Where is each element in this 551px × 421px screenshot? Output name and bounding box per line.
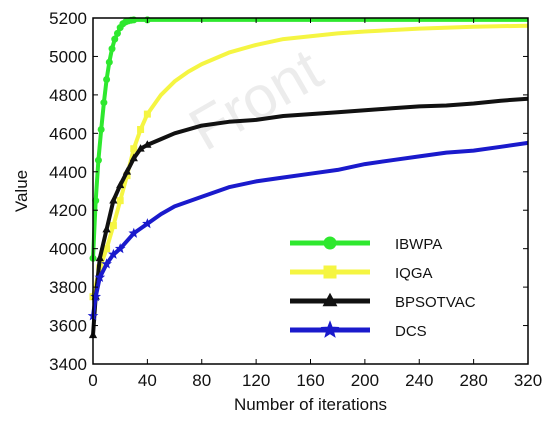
y-tick-label: 4200 bbox=[49, 201, 87, 220]
legend-marker-iqga bbox=[323, 265, 337, 279]
y-axis-ticks: 3400 3600 3800 4000 4200 4400 4600 4800 5000 5200 bbox=[49, 9, 528, 374]
legend-marker-ibwpa bbox=[323, 236, 337, 250]
data-point-ibwpa bbox=[94, 156, 102, 164]
data-point-dcs bbox=[94, 271, 106, 283]
x-tick-label: 200 bbox=[351, 371, 379, 390]
legend-marker-bpsotvac bbox=[322, 292, 338, 307]
legend-marker-dcs bbox=[320, 320, 340, 338]
data-point-iqga bbox=[130, 145, 138, 153]
legend-item-dcs: DCS bbox=[290, 320, 427, 340]
data-point-ibwpa bbox=[113, 29, 121, 37]
x-tick-label: 40 bbox=[138, 371, 157, 390]
y-tick-label: 4000 bbox=[49, 240, 87, 259]
data-point-ibwpa bbox=[108, 45, 116, 53]
data-point-bpsotvac bbox=[102, 224, 111, 233]
legend-label-iqga: IQGA bbox=[395, 265, 433, 282]
y-tick-label: 5200 bbox=[49, 9, 87, 28]
data-point-bpsotvac bbox=[129, 153, 138, 162]
y-tick-label: 4800 bbox=[49, 86, 87, 105]
data-point-ibwpa bbox=[105, 58, 113, 66]
data-point-bpsotvac bbox=[143, 140, 152, 148]
legend-item-bpsotvac: BPSOTVAC bbox=[290, 292, 476, 311]
data-point-bpsotvac bbox=[116, 180, 125, 189]
data-point-dcs bbox=[114, 243, 126, 254]
series-dcs bbox=[87, 140, 529, 321]
x-tick-label: 120 bbox=[242, 371, 270, 390]
y-tick-label: 4400 bbox=[49, 163, 87, 182]
series-line-iqga bbox=[91, 23, 529, 298]
legend-label-dcs: DCS bbox=[395, 323, 427, 340]
series-ibwpa bbox=[89, 16, 528, 262]
data-point-bpsotvac bbox=[122, 167, 132, 175]
series-layer bbox=[87, 16, 529, 339]
data-point-ibwpa bbox=[111, 35, 119, 43]
y-tick-label: 3800 bbox=[49, 278, 87, 297]
x-axis-label: Number of iterations bbox=[234, 395, 387, 414]
data-point-iqga bbox=[109, 222, 117, 230]
data-point-ibwpa bbox=[100, 99, 108, 107]
y-tick-label: 4600 bbox=[49, 124, 87, 143]
legend-item-ibwpa: IBWPA bbox=[290, 236, 442, 253]
data-point-iqga bbox=[137, 125, 145, 133]
data-point-ibwpa bbox=[103, 76, 111, 84]
x-tick-label: 320 bbox=[514, 371, 542, 390]
legend: IBWPA IQGA BPSOTVAC DCS bbox=[290, 236, 476, 340]
legend-label-bpsotvac: BPSOTVAC bbox=[395, 294, 476, 311]
x-axis-ticks: 0 40 80 120 160 200 240 280 320 bbox=[88, 18, 542, 390]
y-axis-label: Value bbox=[12, 170, 31, 212]
series-line-dcs bbox=[91, 140, 529, 317]
data-point-bpsotvac bbox=[95, 253, 104, 262]
x-tick-label: 160 bbox=[296, 371, 324, 390]
y-tick-label: 5000 bbox=[49, 47, 87, 66]
data-point-dcs bbox=[128, 227, 140, 238]
data-point-dcs bbox=[108, 248, 119, 259]
data-point-dcs bbox=[142, 218, 153, 229]
data-point-bpsotvac bbox=[136, 144, 145, 152]
data-point-bpsotvac bbox=[109, 195, 118, 204]
x-tick-label: 0 bbox=[88, 371, 97, 390]
data-point-iqga bbox=[143, 110, 151, 118]
series-bpsotvac bbox=[88, 96, 529, 339]
legend-label-ibwpa: IBWPA bbox=[395, 236, 442, 253]
data-point-iqga bbox=[116, 197, 124, 205]
watermark-text: Front bbox=[178, 35, 333, 163]
y-tick-label: 3600 bbox=[49, 317, 87, 336]
legend-item-iqga: IQGA bbox=[290, 265, 433, 282]
x-tick-label: 280 bbox=[459, 371, 487, 390]
y-tick-label: 3400 bbox=[49, 355, 87, 374]
x-tick-label: 240 bbox=[405, 371, 433, 390]
data-point-ibwpa bbox=[97, 125, 105, 133]
data-point-dcs bbox=[101, 258, 112, 269]
x-tick-label: 80 bbox=[192, 371, 211, 390]
series-iqga bbox=[89, 23, 529, 301]
